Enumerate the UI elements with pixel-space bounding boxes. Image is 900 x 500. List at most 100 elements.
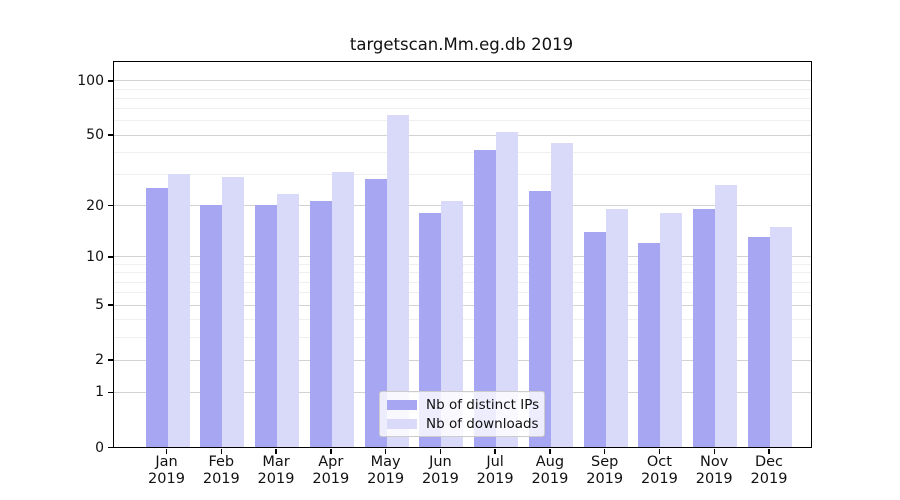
gridline-minor xyxy=(114,88,811,90)
x-tick-year: 2019 xyxy=(695,471,733,487)
bar-feb-downloads xyxy=(222,176,245,447)
bar-dec-distinct-ips xyxy=(748,237,770,447)
x-axis-tick-label: May 2019 xyxy=(351,454,421,488)
bar-jun-distinct-ips xyxy=(419,213,442,447)
x-tick-year: 2019 xyxy=(257,471,295,487)
bar-jan-distinct-ips xyxy=(145,188,168,447)
gridline-minor xyxy=(114,97,811,99)
legend-entry-distinct-ips: Nb of distinct IPs xyxy=(387,396,540,413)
x-tick-month: Apr xyxy=(318,454,344,470)
chart-title: targetscan.Mm.eg.db 2019 xyxy=(349,35,574,54)
gridline-minor xyxy=(114,174,811,176)
x-tick-month: Jul xyxy=(486,454,504,470)
y-axis-tick xyxy=(108,446,113,449)
legend-label-downloads: Nb of downloads xyxy=(426,415,539,432)
bar-nov-distinct-ips xyxy=(693,208,716,447)
bar-sep-downloads xyxy=(605,208,628,447)
y-axis-tick xyxy=(108,359,113,361)
bar-jul-downloads xyxy=(496,131,519,447)
x-axis-tick-label: Mar 2019 xyxy=(241,454,311,488)
y-axis-tick xyxy=(108,134,113,136)
bar-may-distinct-ips xyxy=(364,179,387,447)
legend: Nb of distinct IPs Nb of downloads xyxy=(379,391,545,437)
bar-may-downloads xyxy=(386,115,409,447)
y-axis-tick-label: 100 xyxy=(77,72,104,89)
y-axis-tick xyxy=(108,256,113,258)
bar-jul-distinct-ips xyxy=(474,149,497,447)
x-tick-year: 2019 xyxy=(421,471,459,487)
x-tick-year: 2019 xyxy=(312,471,350,487)
bar-dec-downloads xyxy=(770,226,792,447)
x-axis-tick-label: Aug 2019 xyxy=(515,454,585,488)
y-axis-tick-label: 5 xyxy=(95,297,104,314)
x-axis-tick xyxy=(768,449,770,454)
x-axis-tick xyxy=(603,449,606,454)
x-axis-tick-label: Jul 2019 xyxy=(460,454,530,488)
x-tick-month: Jun xyxy=(429,454,452,470)
x-tick-year: 2019 xyxy=(640,471,678,487)
gridline-minor xyxy=(114,120,811,122)
x-axis-tick-label: Jan 2019 xyxy=(132,454,202,488)
gridline-minor xyxy=(114,108,811,110)
bar-jun-downloads xyxy=(441,201,464,447)
bar-apr-distinct-ips xyxy=(309,201,332,447)
x-tick-year: 2019 xyxy=(476,471,514,487)
x-axis-tick xyxy=(275,449,277,454)
x-axis-tick xyxy=(658,449,661,454)
legend-label-distinct-ips: Nb of distinct IPs xyxy=(426,396,540,413)
bar-feb-distinct-ips xyxy=(200,205,223,447)
y-axis-tick-label: 0 xyxy=(95,439,104,456)
x-axis-tick-label: Nov 2019 xyxy=(679,454,749,488)
gridline-minor xyxy=(114,151,811,153)
x-tick-month: Feb xyxy=(208,454,235,470)
x-axis-tick xyxy=(439,449,442,454)
bar-mar-downloads xyxy=(277,194,299,447)
x-tick-month: Mar xyxy=(262,454,290,470)
x-tick-month: Jan xyxy=(155,454,178,470)
y-axis-tick-label: 1 xyxy=(95,384,104,401)
y-axis-tick xyxy=(108,304,113,306)
x-axis-tick-label: Oct 2019 xyxy=(624,454,694,488)
y-axis-tick xyxy=(108,80,113,82)
gridline-major xyxy=(114,134,811,136)
x-tick-year: 2019 xyxy=(148,471,185,487)
x-tick-month: Aug xyxy=(535,454,565,470)
y-axis-tick xyxy=(108,204,113,207)
x-axis-tick xyxy=(384,449,387,454)
legend-entry-downloads: Nb of downloads xyxy=(387,415,539,432)
x-axis-tick xyxy=(330,449,332,454)
x-axis-tick-label: Jun 2019 xyxy=(405,454,475,488)
legend-swatch-downloads xyxy=(387,418,417,429)
y-axis-tick-label: 10 xyxy=(86,248,104,265)
bar-jan-downloads xyxy=(167,174,190,447)
legend-swatch-distinct-ips xyxy=(387,399,417,410)
bar-nov-downloads xyxy=(715,185,738,447)
y-axis-tick-label: 2 xyxy=(95,352,104,369)
x-axis-tick xyxy=(549,449,551,454)
bar-apr-downloads xyxy=(331,171,354,447)
x-tick-year: 2019 xyxy=(586,471,624,487)
bar-oct-distinct-ips xyxy=(638,243,661,447)
x-axis-tick xyxy=(220,449,222,454)
x-axis-tick-label: Feb 2019 xyxy=(186,454,256,488)
bar-aug-distinct-ips xyxy=(528,191,551,447)
y-axis-tick-label: 20 xyxy=(86,197,104,214)
y-axis-tick-label: 50 xyxy=(86,127,104,143)
bar-mar-distinct-ips xyxy=(255,205,277,447)
x-axis-tick-label: Sep 2019 xyxy=(570,454,640,488)
x-axis-tick xyxy=(494,449,496,454)
x-axis-tick-label: Apr 2019 xyxy=(296,454,366,488)
x-axis-tick-label: Dec 2019 xyxy=(734,454,804,488)
x-tick-year: 2019 xyxy=(202,471,240,487)
x-tick-month: Oct xyxy=(646,454,672,470)
x-tick-month: Nov xyxy=(700,454,729,470)
bar-sep-distinct-ips xyxy=(583,231,606,447)
y-axis-tick xyxy=(108,391,113,394)
x-tick-year: 2019 xyxy=(531,471,569,487)
x-axis-tick xyxy=(165,449,168,454)
x-tick-month: Sep xyxy=(591,454,619,470)
gridline-major xyxy=(114,80,811,82)
bar-aug-downloads xyxy=(550,142,573,447)
x-tick-month: May xyxy=(370,454,401,470)
